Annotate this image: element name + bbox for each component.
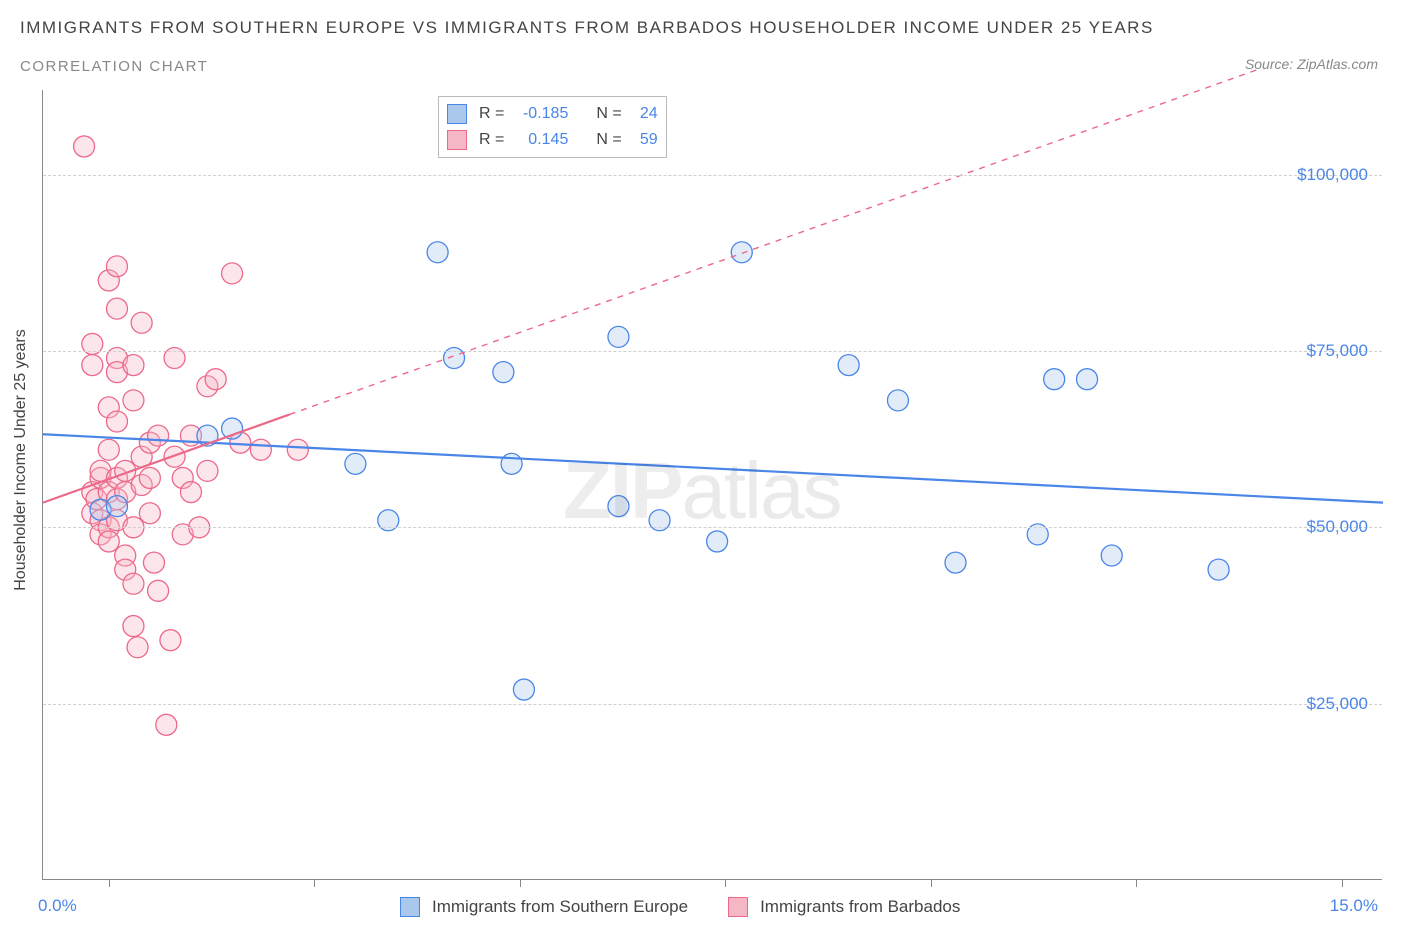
y-tick-label: $75,000 bbox=[1307, 341, 1368, 361]
swatch-blue bbox=[447, 104, 467, 124]
n-label: N = bbox=[596, 101, 621, 127]
r-label: R = bbox=[479, 101, 504, 127]
legend-item-blue: Immigrants from Southern Europe bbox=[400, 894, 688, 920]
legend-item-pink: Immigrants from Barbados bbox=[728, 894, 960, 920]
chart-svg bbox=[43, 90, 1382, 879]
n-label: N = bbox=[596, 127, 621, 153]
plot-area: ZIPatlas R = -0.185 N = 24 R = 0.145 N =… bbox=[42, 90, 1382, 880]
y-tick-label: $50,000 bbox=[1307, 517, 1368, 537]
stats-legend-row: R = -0.185 N = 24 bbox=[447, 101, 658, 127]
stats-legend-row: R = 0.145 N = 59 bbox=[447, 127, 658, 153]
y-tick-label: $25,000 bbox=[1307, 694, 1368, 714]
source-label: Source: ZipAtlas.com bbox=[1245, 56, 1378, 72]
chart-subtitle: CORRELATION CHART bbox=[20, 58, 208, 75]
r-label: R = bbox=[479, 127, 504, 153]
series-label: Immigrants from Barbados bbox=[760, 894, 960, 920]
n-value: 59 bbox=[630, 127, 658, 153]
chart-title: IMMIGRANTS FROM SOUTHERN EUROPE VS IMMIG… bbox=[20, 18, 1154, 38]
x-axis-min-label: 0.0% bbox=[38, 896, 77, 916]
n-value: 24 bbox=[630, 101, 658, 127]
series-legend: Immigrants from Southern Europe Immigran… bbox=[400, 894, 960, 920]
swatch-pink bbox=[447, 130, 467, 150]
series-label: Immigrants from Southern Europe bbox=[432, 894, 688, 920]
r-value: 0.145 bbox=[512, 127, 568, 153]
x-axis-max-label: 15.0% bbox=[1330, 896, 1378, 916]
y-tick-label: $100,000 bbox=[1297, 165, 1368, 185]
y-axis-label: Householder Income Under 25 years bbox=[12, 329, 30, 590]
swatch-pink bbox=[728, 897, 748, 917]
r-value: -0.185 bbox=[512, 101, 568, 127]
swatch-blue bbox=[400, 897, 420, 917]
stats-legend: R = -0.185 N = 24 R = 0.145 N = 59 bbox=[438, 96, 667, 158]
